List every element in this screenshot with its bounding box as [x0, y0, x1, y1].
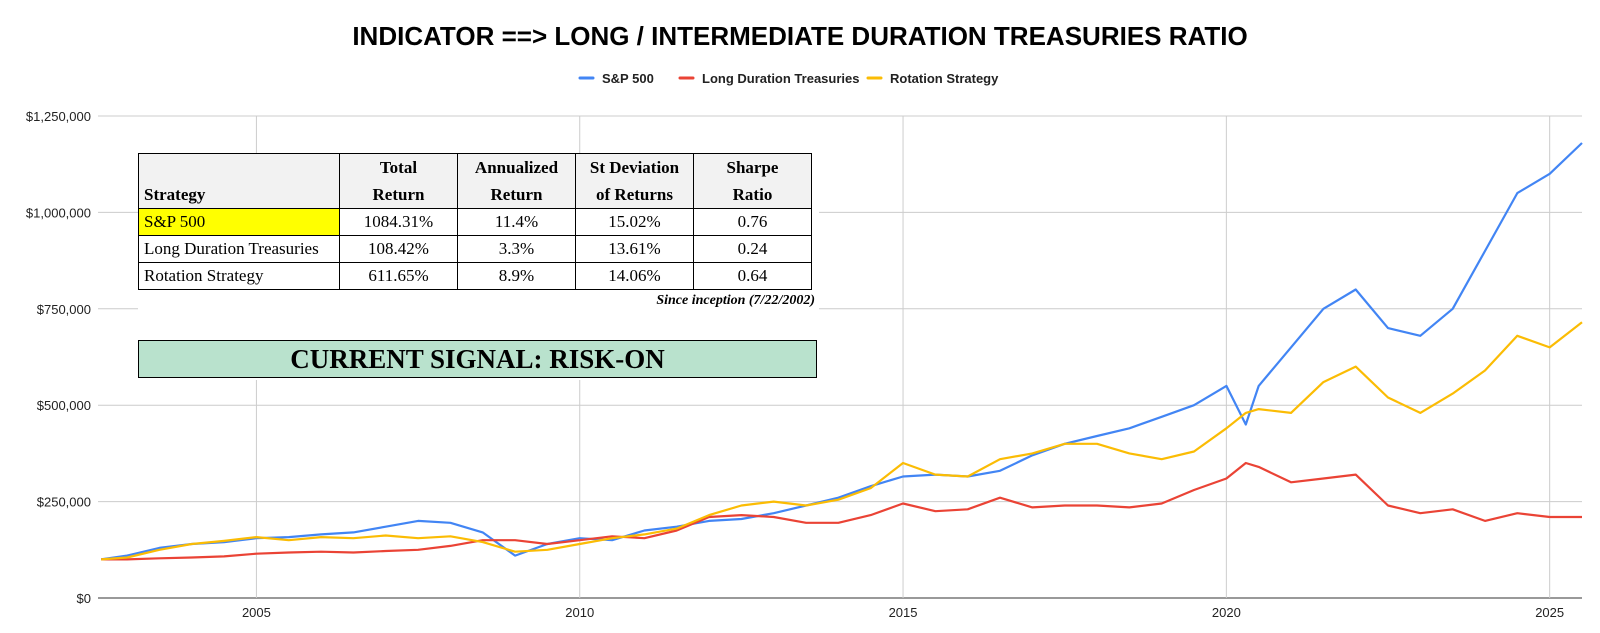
- series-line-2: [101, 461, 1582, 561]
- row-total-return: 108.42%: [339, 235, 458, 263]
- legend-label: Rotation Strategy: [890, 71, 999, 86]
- stats-table: Strategy Total Return Annualized Return St…: [138, 153, 812, 290]
- legend-label: S&P 500: [602, 71, 654, 86]
- table-row: Long Duration Treasuries 108.42% 3.3% 13…: [138, 235, 812, 263]
- row-st-deviation: 15.02%: [575, 208, 694, 236]
- x-tick-label: 2015: [889, 605, 918, 620]
- header-strategy-label: Strategy: [144, 185, 206, 204]
- row-annualized-return: 8.9%: [457, 262, 576, 290]
- table-row: Rotation Strategy 611.65% 8.9% 14.06% 0.…: [138, 262, 812, 290]
- x-tick-label: 2020: [1212, 605, 1241, 620]
- y-tick-label: $250,000: [37, 495, 91, 510]
- stats-panel: Strategy Total Return Annualized Return St…: [138, 153, 819, 380]
- since-inception-note: Since inception (7/22/2002): [656, 293, 815, 308]
- y-tick-label: $1,250,000: [26, 109, 91, 124]
- y-tick-label: $1,000,000: [26, 205, 91, 220]
- row-sharpe-ratio: 0.24: [693, 235, 812, 263]
- header-sharpe-ratio: Sharpe Ratio: [693, 153, 812, 209]
- legend: S&P 500 Long Duration Treasuries Rotation …: [578, 71, 999, 86]
- header-total-return: Total Return: [339, 153, 458, 209]
- row-total-return: 611.65%: [339, 262, 458, 290]
- row-sharpe-ratio: 0.64: [693, 262, 812, 290]
- table-row: S&P 500 1084.31% 11.4% 15.02% 0.76: [138, 208, 812, 236]
- header-annualized-return: Annualized Return: [457, 153, 576, 209]
- x-tick-label: 2005: [242, 605, 271, 620]
- current-signal-banner: CURRENT SIGNAL: RISK-ON: [138, 340, 817, 378]
- y-tick-label: $750,000: [37, 302, 91, 317]
- x-tick-label: 2010: [565, 605, 594, 620]
- series-line-1: [101, 142, 1583, 561]
- series-lines: [101, 142, 1583, 561]
- row-annualized-return: 3.3%: [457, 235, 576, 263]
- row-st-deviation: 14.06%: [575, 262, 694, 290]
- header-strategy: Strategy: [138, 153, 340, 209]
- y-tick-label: $0: [77, 591, 91, 606]
- stats-header-row: Strategy Total Return Annualized Return St…: [138, 153, 812, 209]
- row-name-rotation-strategy: Rotation Strategy: [138, 262, 340, 290]
- legend-label: Long Duration Treasuries: [702, 71, 859, 86]
- row-total-return: 1084.31%: [339, 208, 458, 236]
- chart-title: INDICATOR ==> LONG / INTERMEDIATE DURATI…: [352, 21, 1247, 51]
- row-sharpe-ratio: 0.76: [693, 208, 812, 236]
- axis-ticks: $0 $250,000 $500,000 $750,000 $1,000,000 $1,2…: [26, 109, 1564, 620]
- row-name-long-duration-treasuries: Long Duration Treasuries: [138, 235, 340, 263]
- row-name-sp500: S&P 500: [138, 208, 340, 236]
- x-tick-label: 2025: [1535, 605, 1564, 620]
- header-st-deviation: St Deviation of Returns: [575, 153, 694, 209]
- row-st-deviation: 13.61%: [575, 235, 694, 263]
- y-tick-label: $500,000: [37, 398, 91, 413]
- series-line-3: [101, 321, 1583, 561]
- row-annualized-return: 11.4%: [457, 208, 576, 236]
